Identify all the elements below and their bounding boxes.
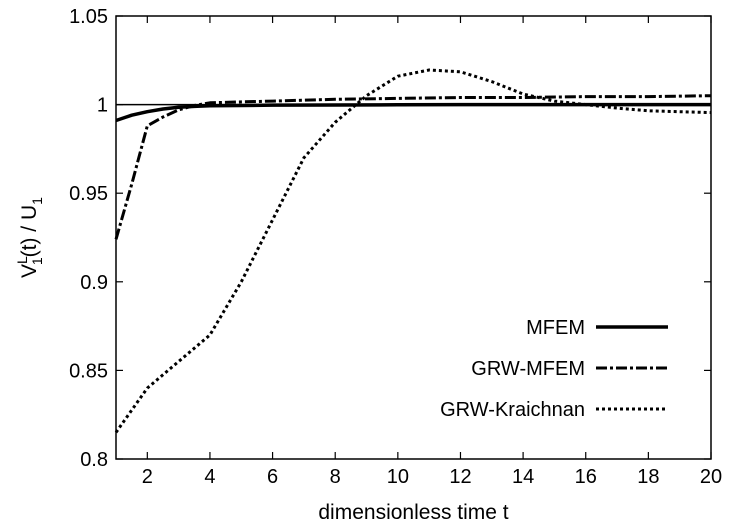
x-tick-label: 12 [449,466,471,488]
y-tick-label: 0.8 [80,449,108,471]
y-tick-label: 0.9 [80,272,108,294]
y-axis-label-mid: (t) / U [18,205,41,258]
x-tick-label: 2 [142,466,153,488]
y-axis-label-sub2: 1 [29,197,45,205]
x-tick-label: 6 [267,466,278,488]
x-tick-label: 20 [700,466,722,488]
x-tick-label: 10 [387,466,409,488]
series-line-mfem [115,102,711,123]
y-axis-label-sub: 1 [29,257,45,265]
x-tick-label: 8 [330,466,341,488]
x-tick-label: 4 [204,466,215,488]
series-layer [114,68,712,434]
series-line-grw-kraichnan [114,68,712,434]
x-tick-label: 18 [637,466,659,488]
legend: MFEM GRW-MFEM GRW-Kraichnan [440,317,668,421]
y-tick-label: 1 [97,95,108,117]
y-axis-label: VL1(t) / U1 [14,197,45,278]
legend-label: GRW-MFEM [471,358,585,380]
legend-label: MFEM [526,317,585,339]
y-tick-label: 0.95 [69,183,108,205]
y-tick-label: 1.05 [69,6,108,28]
legend-label: GRW-Kraichnan [440,399,585,421]
x-axis-label: dimensionless time t [318,501,508,524]
axes-layer: 2 4 6 8 10 12 14 16 18 20 0.8 0.85 0.9 0.95 1 1.05 [69,6,722,488]
x-tick-label: 16 [575,466,597,488]
x-tick-label: 14 [512,466,534,488]
y-axis-label-base: V [18,264,41,278]
plot-frame [115,15,712,460]
y-axis-label-sup: L [14,256,30,264]
y-tick-label: 0.85 [69,360,108,382]
series-line-grw-mfem [114,94,712,240]
